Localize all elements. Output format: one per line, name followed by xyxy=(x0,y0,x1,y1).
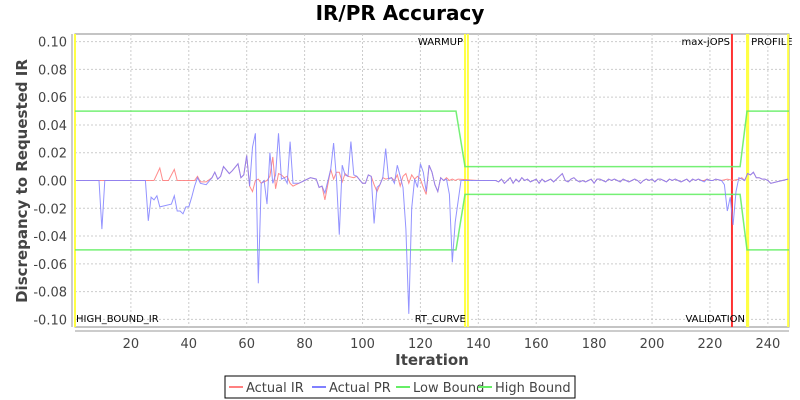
legend: Actual IR Actual PR Low Bound High Bound xyxy=(224,375,576,399)
y-tick-label: 0.04 xyxy=(38,119,67,134)
series-line-actual-pr xyxy=(75,133,789,314)
legend-label: Low Bound xyxy=(413,381,484,396)
chart-title: IR/PR Accuracy xyxy=(316,1,485,25)
y-tick-label: 0.02 xyxy=(38,147,67,162)
x-tick-label: 40 xyxy=(181,337,198,352)
y-tick-label: 0.00 xyxy=(38,175,67,190)
series-line-high-bound xyxy=(75,110,789,168)
legend-label: Actual PR xyxy=(329,381,391,396)
y-tick-label: 0.10 xyxy=(38,36,67,51)
marker-label: PROFILE xyxy=(751,37,792,48)
marker-label: VALIDATION xyxy=(685,314,745,325)
y-tick-label: -0.02 xyxy=(33,202,67,217)
y-tick-label: -0.08 xyxy=(33,286,67,301)
marker-label: WARMUP xyxy=(418,37,463,48)
legend-label: High Bound xyxy=(495,381,571,396)
y-axis-label: Discrepancy to Requested IR xyxy=(13,59,31,303)
marker-label: HIGH_BOUND_IR xyxy=(76,314,159,325)
x-tick-label: 20 xyxy=(123,337,140,352)
y-tick-label: 0.06 xyxy=(38,91,67,106)
y-tick-label: -0.06 xyxy=(33,258,67,273)
legend-label: Actual IR xyxy=(246,381,304,396)
x-tick-label: 80 xyxy=(296,337,313,352)
x-tick-label: 240 xyxy=(755,337,780,352)
x-tick-label: 220 xyxy=(698,337,723,352)
x-tick-label: 60 xyxy=(238,337,255,352)
marker-label: RT_CURVE xyxy=(415,314,466,325)
x-axis-label: Iteration xyxy=(395,351,469,369)
y-tick-label: 0.08 xyxy=(38,63,67,78)
x-tick-label: 180 xyxy=(582,337,607,352)
x-tick-label: 100 xyxy=(350,337,375,352)
x-tick-label: 140 xyxy=(466,337,491,352)
y-tick-label: -0.10 xyxy=(33,313,67,328)
marker-label: max-jOPS xyxy=(682,37,730,48)
x-tick-label: 200 xyxy=(640,337,665,352)
series-line-low-bound xyxy=(75,193,789,251)
x-tick-label: 120 xyxy=(408,337,433,352)
y-tick-label: -0.04 xyxy=(33,230,67,245)
x-tick-label: 160 xyxy=(524,337,549,352)
